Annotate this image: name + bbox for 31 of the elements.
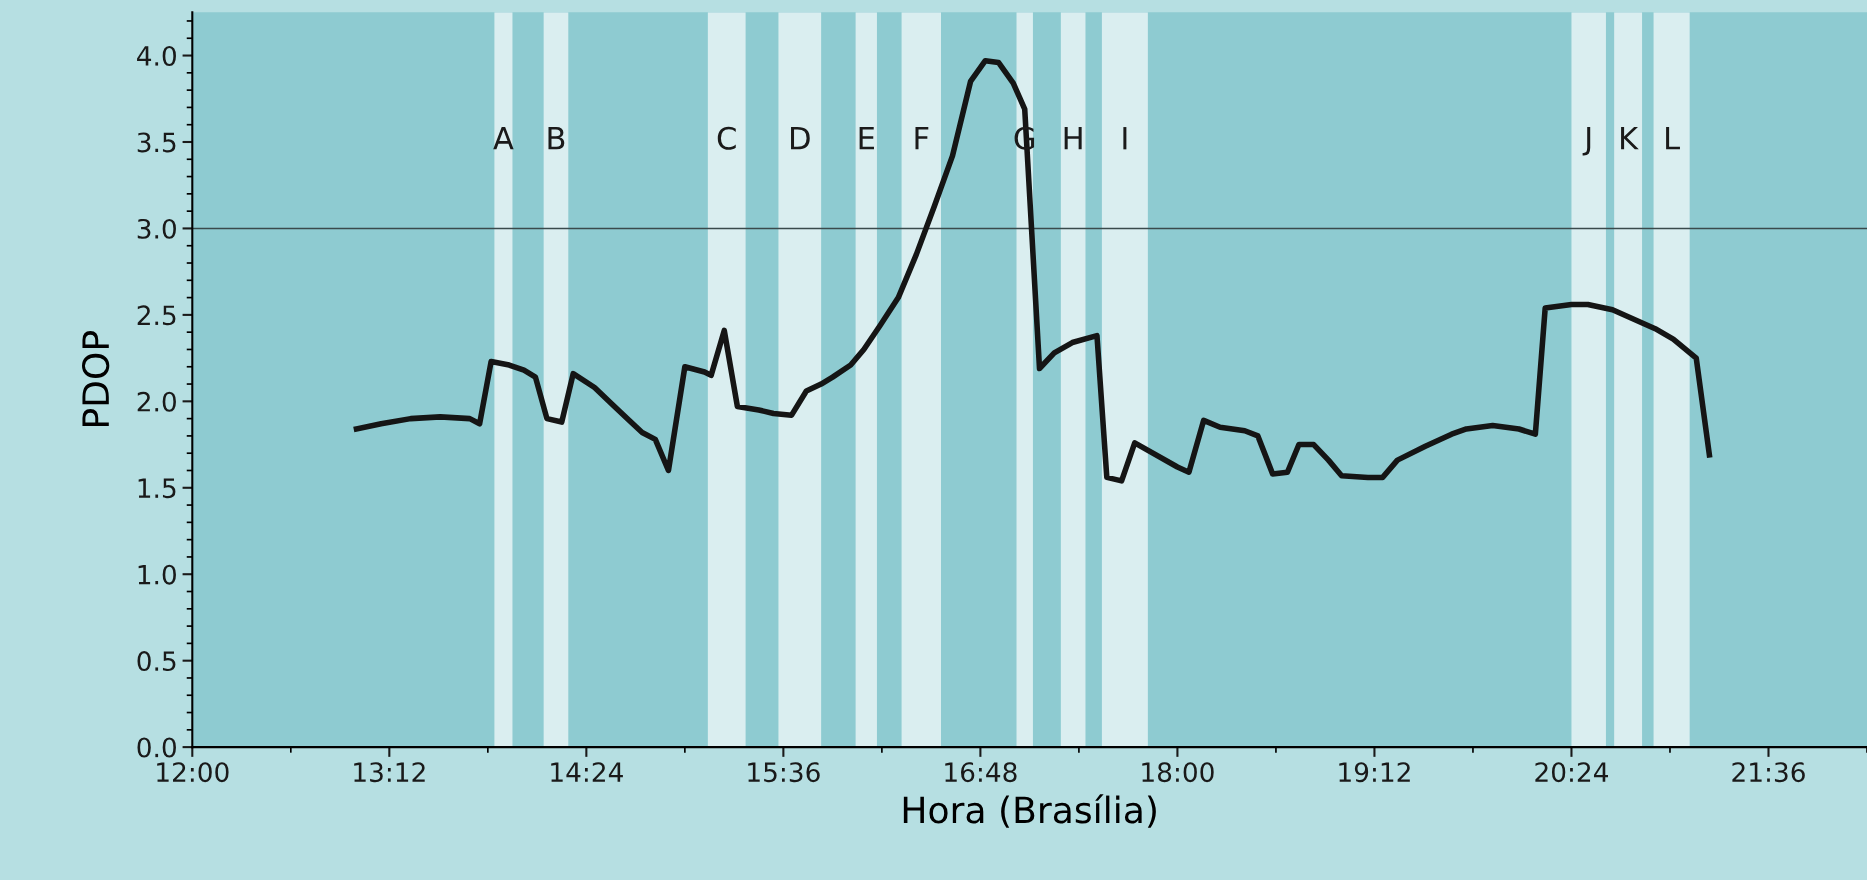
band-label: C (717, 126, 736, 150)
y-tick-label: 4.0 (137, 45, 176, 66)
band-label: L (1666, 127, 1680, 150)
x-tick-label: 13:12 (354, 762, 425, 783)
band-label: H (1064, 127, 1082, 150)
band-label: A (493, 127, 514, 150)
x-tick-label: 20:24 (1535, 762, 1609, 783)
band-label: B (548, 127, 565, 150)
band-label: E (859, 127, 874, 150)
x-tick-label: 18:00 (1142, 762, 1214, 783)
x-tick-label: 19:12 (1339, 762, 1410, 783)
y-tick-label: 3.0 (137, 218, 176, 239)
y-tick-label: 2.5 (137, 305, 176, 326)
x-tick-label: 12:00 (157, 762, 229, 783)
band-label: J (1582, 127, 1591, 156)
x-tick-label: 21:36 (1732, 762, 1805, 783)
x-tick-label: 14:24 (551, 762, 623, 782)
x-axis-title: Hora (Brasília) (903, 794, 1156, 828)
band-label: I (1123, 127, 1127, 150)
y-tick-label: 0.0 (137, 737, 176, 758)
band-label: D (791, 127, 810, 150)
y-axis-title: PDOP (82, 331, 110, 427)
x-tick-label: 15:36 (748, 762, 820, 783)
y-tick-label: 0.5 (137, 651, 176, 672)
band-label: F (915, 127, 929, 150)
band-label: K (1621, 127, 1639, 150)
y-tick-label: 1.0 (138, 564, 176, 585)
x-tick-label: 16:48 (945, 762, 1017, 783)
y-tick-label: 1.5 (138, 478, 176, 499)
y-tick-label: 3.5 (137, 132, 176, 153)
y-tick-label: 2.0 (137, 391, 176, 412)
